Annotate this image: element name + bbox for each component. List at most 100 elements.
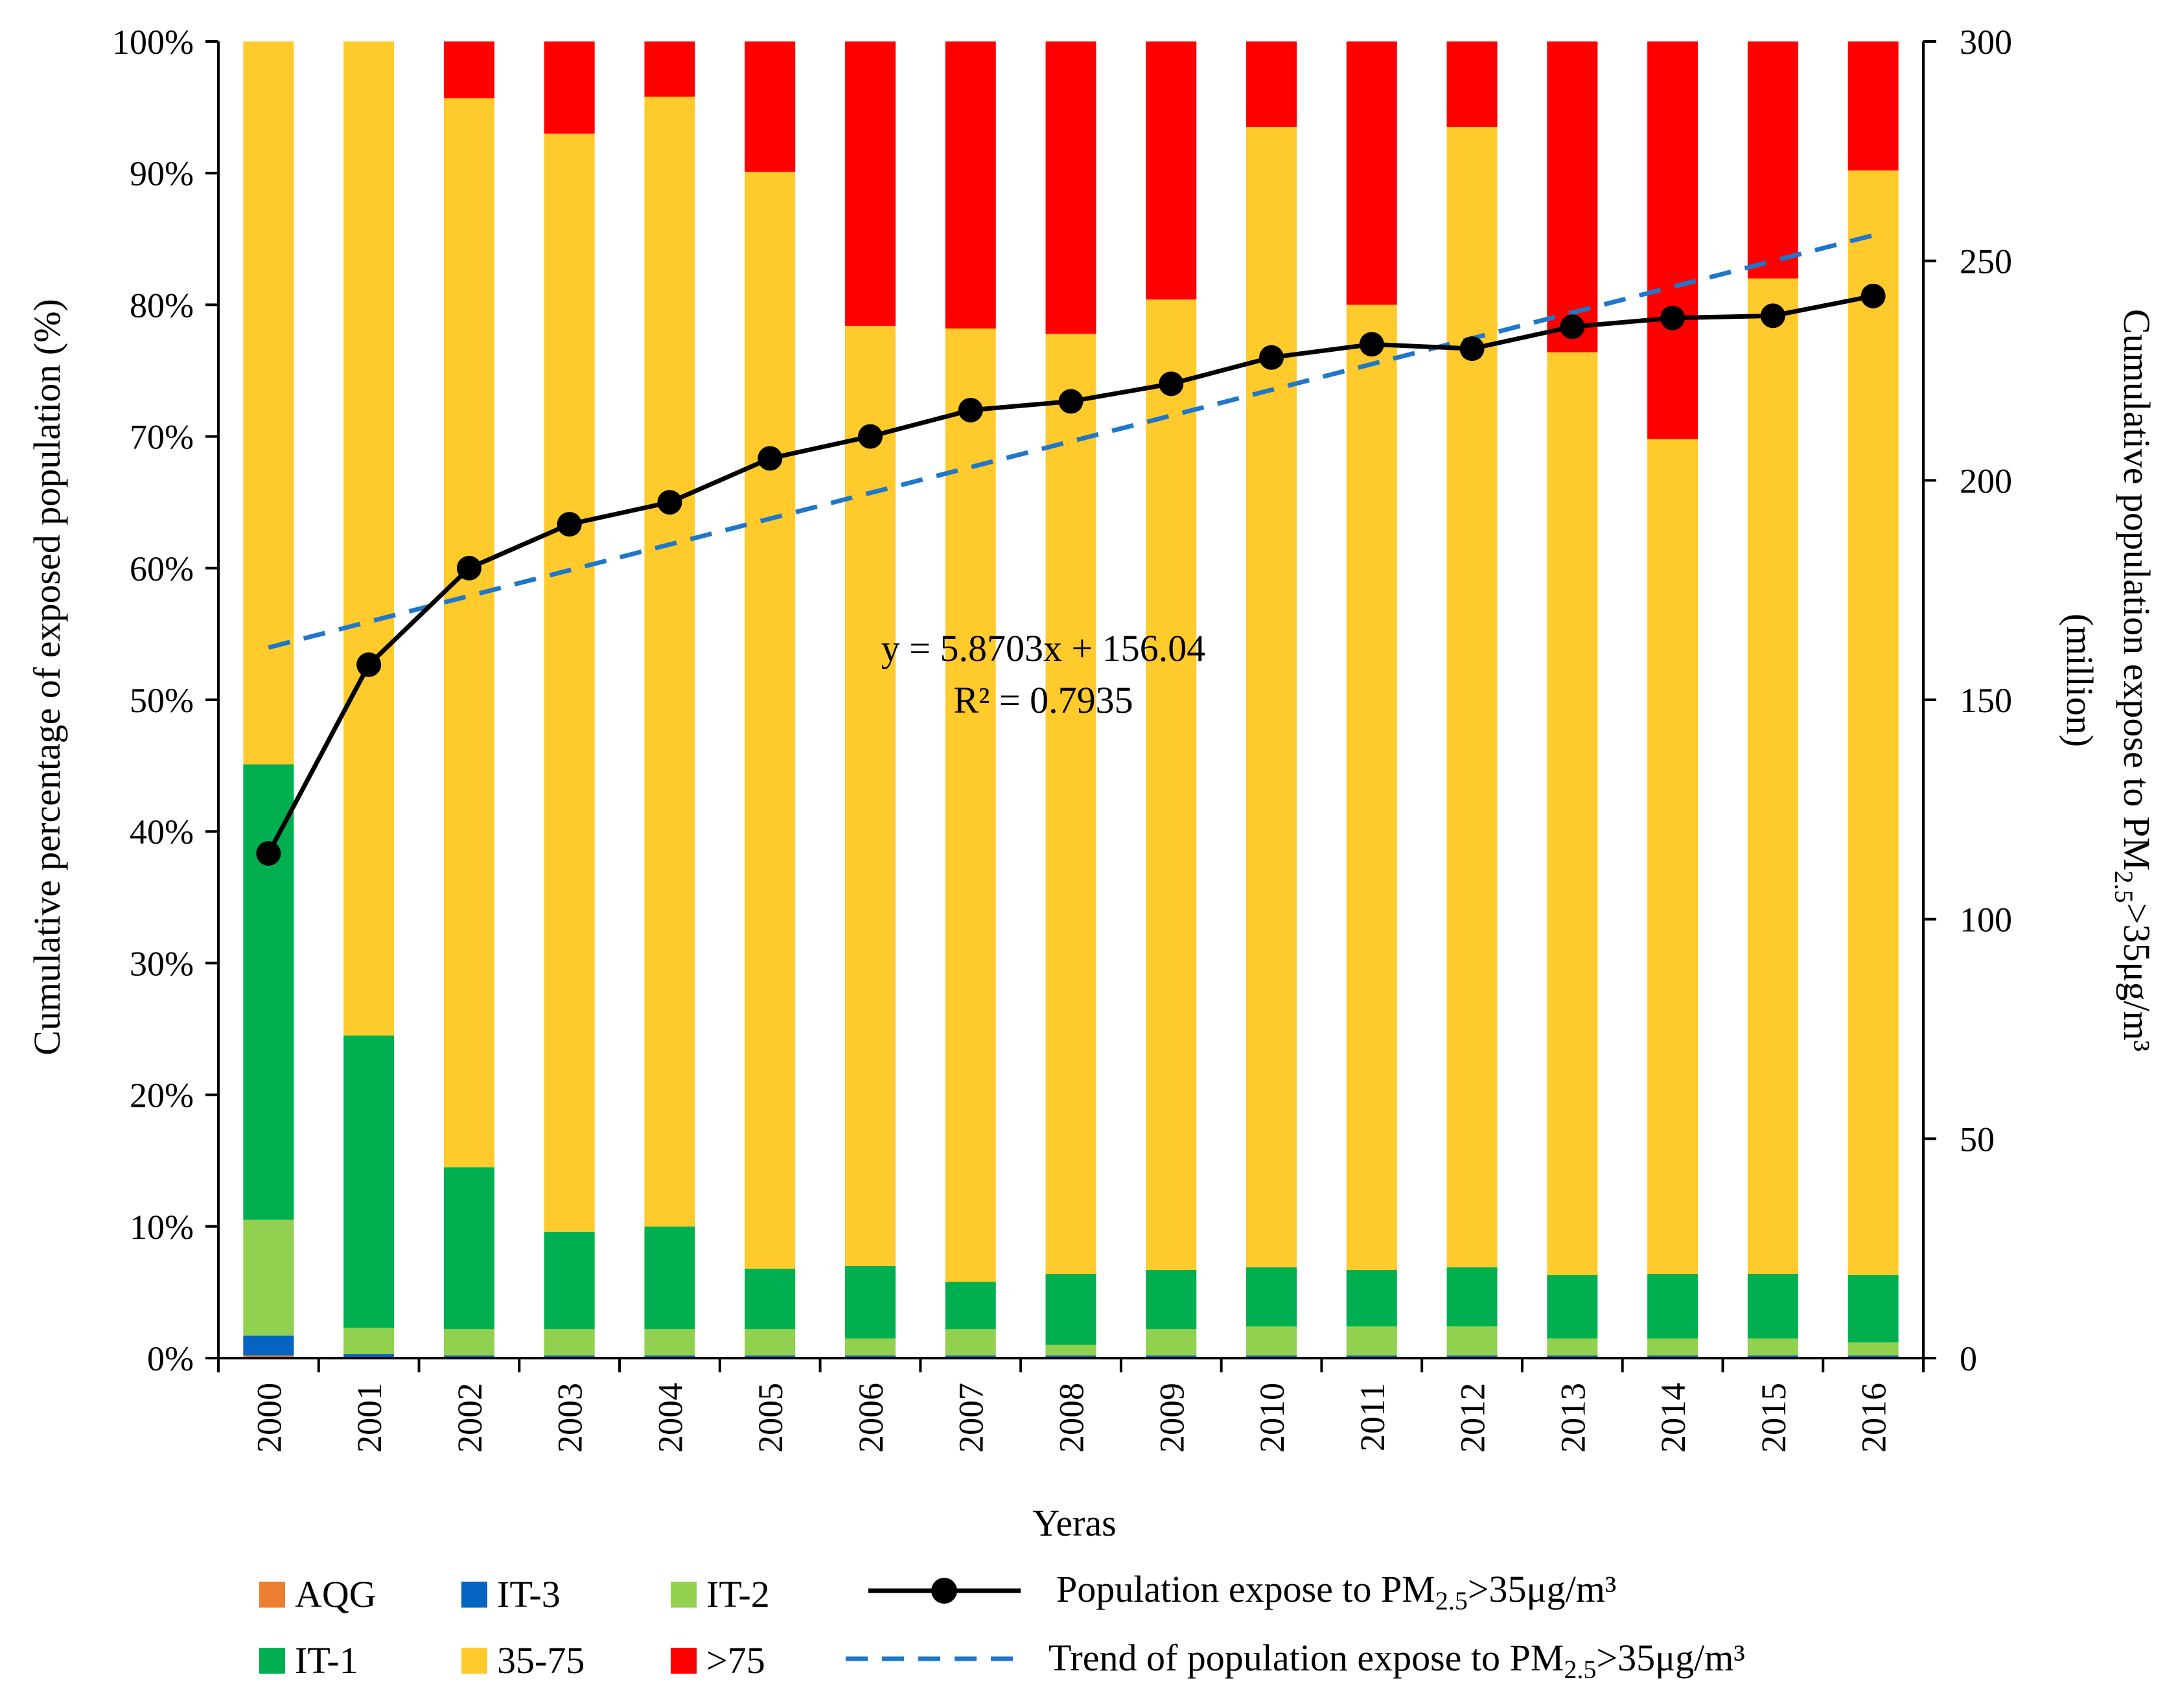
bar-2016-IT-3 xyxy=(1848,1355,1899,1358)
bar-2013->75 xyxy=(1547,41,1598,352)
population-point-2005 xyxy=(758,446,783,471)
bar-2014->75 xyxy=(1647,41,1698,439)
x-tick-label: 2015 xyxy=(1754,1383,1793,1453)
bar-2003-35-75 xyxy=(544,133,595,1232)
legend-swatch-gt75 xyxy=(671,1648,697,1674)
bar-2007-IT-1 xyxy=(945,1282,996,1330)
bar-2000-IT-2 xyxy=(243,1219,294,1336)
bar-2011-IT-3 xyxy=(1346,1355,1397,1358)
left-tick-label: 50% xyxy=(130,681,194,720)
legend-swatch-it3 xyxy=(461,1582,487,1608)
bar-2004-IT-3 xyxy=(644,1355,695,1358)
bar-2010-IT-3 xyxy=(1246,1355,1297,1358)
population-point-2010 xyxy=(1259,345,1284,370)
legend-label-35-75: 35-75 xyxy=(497,1639,585,1681)
bar-2005->75 xyxy=(745,41,796,172)
bar-2002-35-75 xyxy=(443,98,494,1168)
legend-label-trend-tail: >35μg/m³ xyxy=(1596,1637,1744,1679)
left-tick-label: 80% xyxy=(130,286,194,325)
right-tick-labels: 0 50 100 150 200 250 300 xyxy=(1960,23,2012,1378)
x-tick-label: 2003 xyxy=(551,1383,590,1453)
x-axis-title: Yeras xyxy=(1032,1502,1116,1544)
bar-2002-IT-1 xyxy=(443,1167,494,1330)
bar-2015-IT-2 xyxy=(1747,1338,1798,1356)
bar-2015-IT-3 xyxy=(1747,1355,1798,1358)
legend-label-it1: IT-1 xyxy=(295,1639,358,1681)
right-tick-label: 0 xyxy=(1960,1339,1977,1378)
bar-2003-IT-1 xyxy=(544,1231,595,1330)
population-point-2016 xyxy=(1860,283,1886,308)
bar-2009-IT-1 xyxy=(1146,1269,1197,1330)
bar-2003-IT-2 xyxy=(544,1329,595,1356)
right-axis-title-sub: 2.5 xyxy=(2109,871,2138,903)
bar-2013-35-75 xyxy=(1547,352,1598,1275)
trend-group xyxy=(268,233,1874,650)
bar-2006-IT-1 xyxy=(844,1265,896,1339)
bar-2006-IT-2 xyxy=(844,1338,896,1356)
bar-2007-35-75 xyxy=(945,328,996,1282)
axes-group xyxy=(205,40,1936,1372)
bar-2000-35-75 xyxy=(243,41,294,765)
bar-2016-IT-2 xyxy=(1848,1342,1899,1356)
x-tick-labels: 2000 2001 2002 2003 2004 2005 2006 2007 2008 2009… xyxy=(249,1383,1893,1453)
bar-2015-35-75 xyxy=(1747,278,1798,1274)
right-tick-label: 100 xyxy=(1960,901,2012,940)
bar-2008-IT-2 xyxy=(1045,1344,1096,1356)
bar-2000-IT-1 xyxy=(243,764,294,1220)
legend-label-aqg: AQG xyxy=(295,1573,377,1615)
bar-2013-IT-2 xyxy=(1547,1338,1598,1356)
x-tick-label: 2007 xyxy=(952,1383,991,1453)
legend-label-it2: IT-2 xyxy=(706,1573,770,1615)
bar-2007-IT-3 xyxy=(945,1355,996,1358)
bar-2016->75 xyxy=(1848,41,1899,171)
legend: AQG IT-3 IT-2 IT-1 35-75 >75 Population … xyxy=(259,1568,1745,1684)
bar-2005-IT-1 xyxy=(745,1268,796,1330)
bar-2002->75 xyxy=(443,41,494,98)
x-tick-label: 2006 xyxy=(852,1383,890,1453)
left-tick-labels: 0% 10% 20% 30% 40% 50% 60% 70% 80% 90% 100% xyxy=(112,23,194,1378)
bar-2011-IT-1 xyxy=(1346,1269,1397,1327)
left-tick-label: 70% xyxy=(130,418,194,457)
population-point-2014 xyxy=(1660,305,1686,330)
bar-2000-AQG xyxy=(243,1355,294,1358)
legend-label-population-main: Population expose to PM xyxy=(1056,1568,1435,1610)
bar-2001-IT-3 xyxy=(343,1354,395,1358)
bar-2016-IT-1 xyxy=(1848,1275,1899,1343)
bar-2003-IT-3 xyxy=(544,1355,595,1358)
line-group xyxy=(256,283,1886,866)
x-tick-label: 2011 xyxy=(1353,1383,1392,1451)
bars-group xyxy=(243,41,1899,1358)
bar-2006-35-75 xyxy=(844,325,896,1266)
bar-2010->75 xyxy=(1246,41,1297,128)
x-tick-label: 2016 xyxy=(1855,1383,1894,1453)
x-tick-label: 2014 xyxy=(1654,1383,1693,1453)
population-point-2002 xyxy=(456,555,481,581)
legend-label-trend-sub: 2.5 xyxy=(1564,1655,1596,1684)
x-tick-label: 2004 xyxy=(651,1383,690,1453)
bar-2016-35-75 xyxy=(1848,170,1899,1275)
trend-r-squared: R² = 0.7935 xyxy=(953,679,1133,721)
population-point-2012 xyxy=(1459,336,1485,362)
left-tick-label: 30% xyxy=(130,944,194,983)
legend-swatch-it1 xyxy=(259,1648,285,1674)
bar-2010-IT-2 xyxy=(1246,1326,1297,1356)
left-tick-label: 10% xyxy=(130,1208,194,1247)
left-axis-title: Cumulative percentage of exposed populat… xyxy=(26,299,68,1056)
bar-2015->75 xyxy=(1747,41,1798,279)
bar-2005-35-75 xyxy=(745,172,796,1269)
legend-label-trend: Trend of population expose to PM2.5>35μg… xyxy=(1049,1637,1745,1684)
legend-label-it3: IT-3 xyxy=(497,1573,561,1615)
bar-2014-IT-1 xyxy=(1647,1273,1698,1339)
bar-2011-35-75 xyxy=(1346,305,1397,1270)
bar-2010-35-75 xyxy=(1246,127,1297,1267)
right-axis-title: Cumulative population expose to PM2.5>35… xyxy=(2109,309,2158,1052)
bar-2012-IT-2 xyxy=(1446,1326,1498,1356)
bar-2013-IT-3 xyxy=(1547,1355,1598,1358)
bar-2002-IT-2 xyxy=(443,1329,494,1356)
legend-swatch-it2 xyxy=(671,1582,697,1608)
bar-2012-IT-1 xyxy=(1446,1267,1498,1327)
bar-2000-IT-3 xyxy=(243,1335,294,1356)
bar-2012-IT-3 xyxy=(1446,1355,1498,1358)
x-tick-label: 2012 xyxy=(1454,1383,1492,1453)
population-point-2004 xyxy=(657,490,682,515)
